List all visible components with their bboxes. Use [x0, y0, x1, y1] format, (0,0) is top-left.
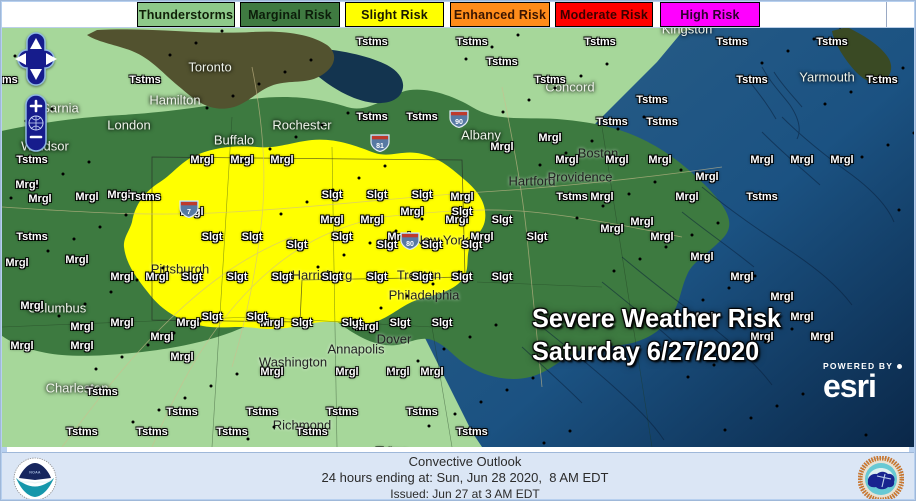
svg-text:81: 81 — [376, 143, 384, 150]
svg-text:80: 80 — [406, 241, 414, 248]
svg-text:7: 7 — [187, 209, 191, 216]
svg-text:NOAA: NOAA — [29, 471, 41, 475]
svg-text:90: 90 — [455, 119, 463, 126]
